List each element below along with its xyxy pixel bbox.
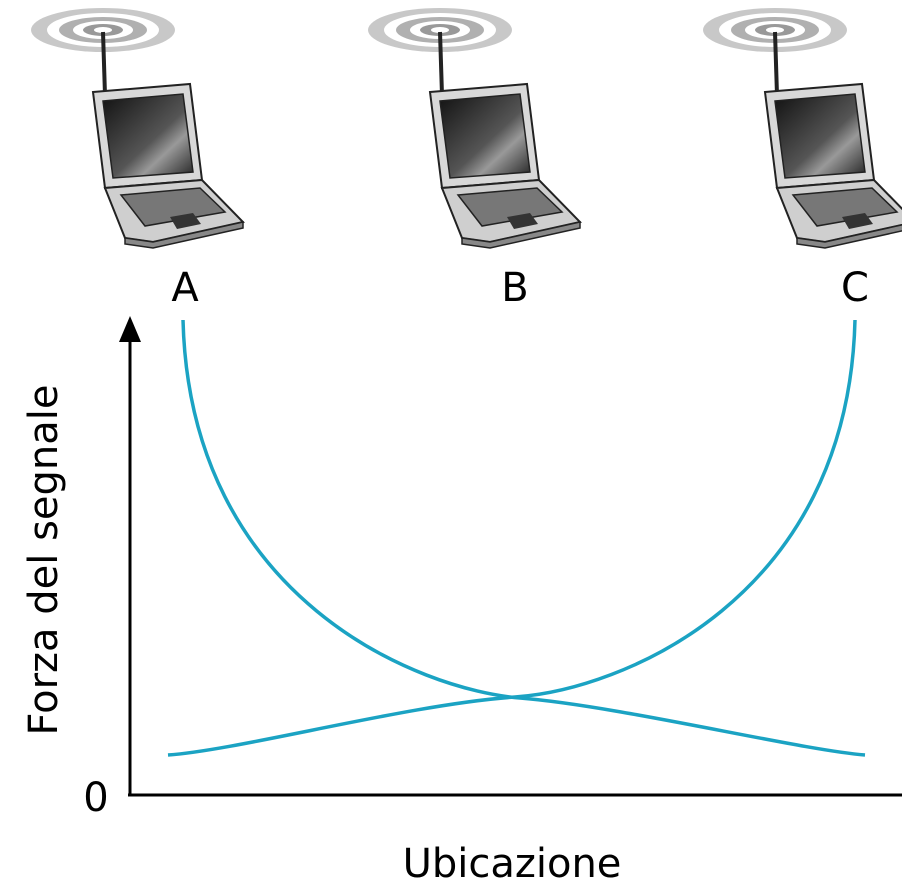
laptop-icon xyxy=(368,8,580,248)
laptop-icon xyxy=(703,8,902,248)
node-label: B xyxy=(501,265,528,311)
signal-curve-a xyxy=(181,319,866,757)
laptop-icon xyxy=(31,8,243,248)
y-axis-label: Forza del segnale xyxy=(21,385,67,736)
origin-label: 0 xyxy=(83,775,108,821)
y-axis-arrow xyxy=(119,316,141,342)
node-label: A xyxy=(171,265,199,311)
node-label: C xyxy=(841,265,869,311)
signal-curve-c xyxy=(167,319,857,757)
x-axis-label: Ubicazione xyxy=(403,841,622,887)
